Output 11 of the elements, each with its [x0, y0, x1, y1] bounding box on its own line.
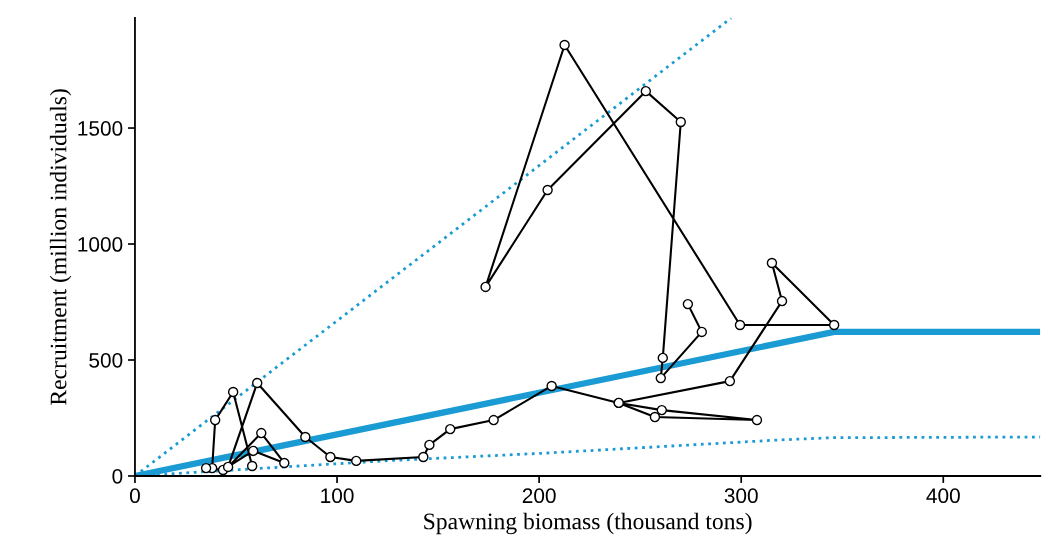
y-tick-label: 0: [112, 468, 123, 484]
x-tick-label: 0: [129, 488, 140, 504]
x-axis-title: Spawning biomass (thousand tons): [424, 512, 752, 535]
x-tick-label: 200: [522, 488, 556, 504]
y-tick-label: 1500: [78, 121, 123, 136]
y-tick-label: 500: [89, 353, 123, 368]
x-tick-label: 100: [321, 488, 354, 504]
x-tick-label: 400: [926, 488, 960, 504]
y-axis-title: Recruitment (million individuals): [49, 89, 72, 405]
y-tick-label: 1000: [78, 237, 123, 252]
x-tick-label: 300: [724, 488, 758, 504]
